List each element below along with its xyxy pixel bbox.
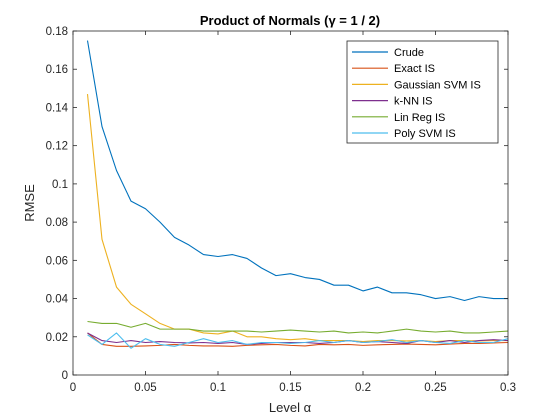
legend-label-exact-is: Exact IS — [394, 63, 435, 75]
y-tick-label: 0.16 — [46, 64, 68, 76]
legend-label-lin-reg-is: Lin Reg IS — [394, 112, 445, 124]
legend-label-poly-svm-is: Poly SVM IS — [394, 128, 456, 140]
y-tick-label: 0 — [62, 370, 68, 382]
x-axis-label: Level α — [269, 400, 312, 415]
chart-title: Product of Normals (γ = 1 / 2) — [200, 13, 380, 28]
y-tick-label: 0.18 — [46, 26, 68, 38]
series-line-exact-is — [87, 332, 509, 347]
legend-box — [346, 40, 499, 144]
series-layer — [86, 40, 509, 349]
y-tick-label: 0.06 — [46, 255, 68, 267]
series-line-poly-svm-is — [87, 332, 509, 349]
y-tick-label: 0.14 — [46, 102, 69, 114]
y-axis-label: RMSE — [22, 184, 37, 222]
x-tick-label: 0.05 — [134, 382, 156, 394]
x-tick-label: 0.1 — [210, 382, 226, 394]
y-axis: 0 0.02 0.04 0.06 0.08 0.1 0.12 0.14 0.16 0.18 — [46, 26, 508, 382]
series-line-crude — [86, 40, 508, 302]
y-tick-label: 0.08 — [46, 217, 68, 229]
legend-label-gaussian-svm-is: Gaussian SVM IS — [394, 79, 481, 91]
y-tick-label: 0.04 — [46, 294, 69, 306]
y-tick-label: 0.12 — [46, 141, 68, 153]
legend-label-crude: Crude — [394, 47, 424, 59]
x-tick-label: 0.15 — [279, 382, 301, 394]
x-tick-label: 0 — [70, 382, 76, 394]
x-tick-label: 0.25 — [424, 382, 446, 394]
x-tick-label: 0.3 — [500, 382, 516, 394]
legend: Crude Exact IS Gaussian SVM IS k-NN IS Lin R… — [346, 40, 499, 144]
series-line-lin-reg-is — [87, 320, 509, 334]
x-axis: 0 0.05 0.1 0.15 0.2 0.25 0.3 — [70, 31, 516, 394]
y-tick-label: 0.1 — [52, 179, 68, 191]
legend-label-k-nn-is: k-NN IS — [394, 96, 433, 108]
x-tick-label: 0.2 — [355, 382, 371, 394]
y-tick-label: 0.02 — [46, 332, 68, 344]
series-line-gaussian-svm-is — [86, 94, 508, 343]
